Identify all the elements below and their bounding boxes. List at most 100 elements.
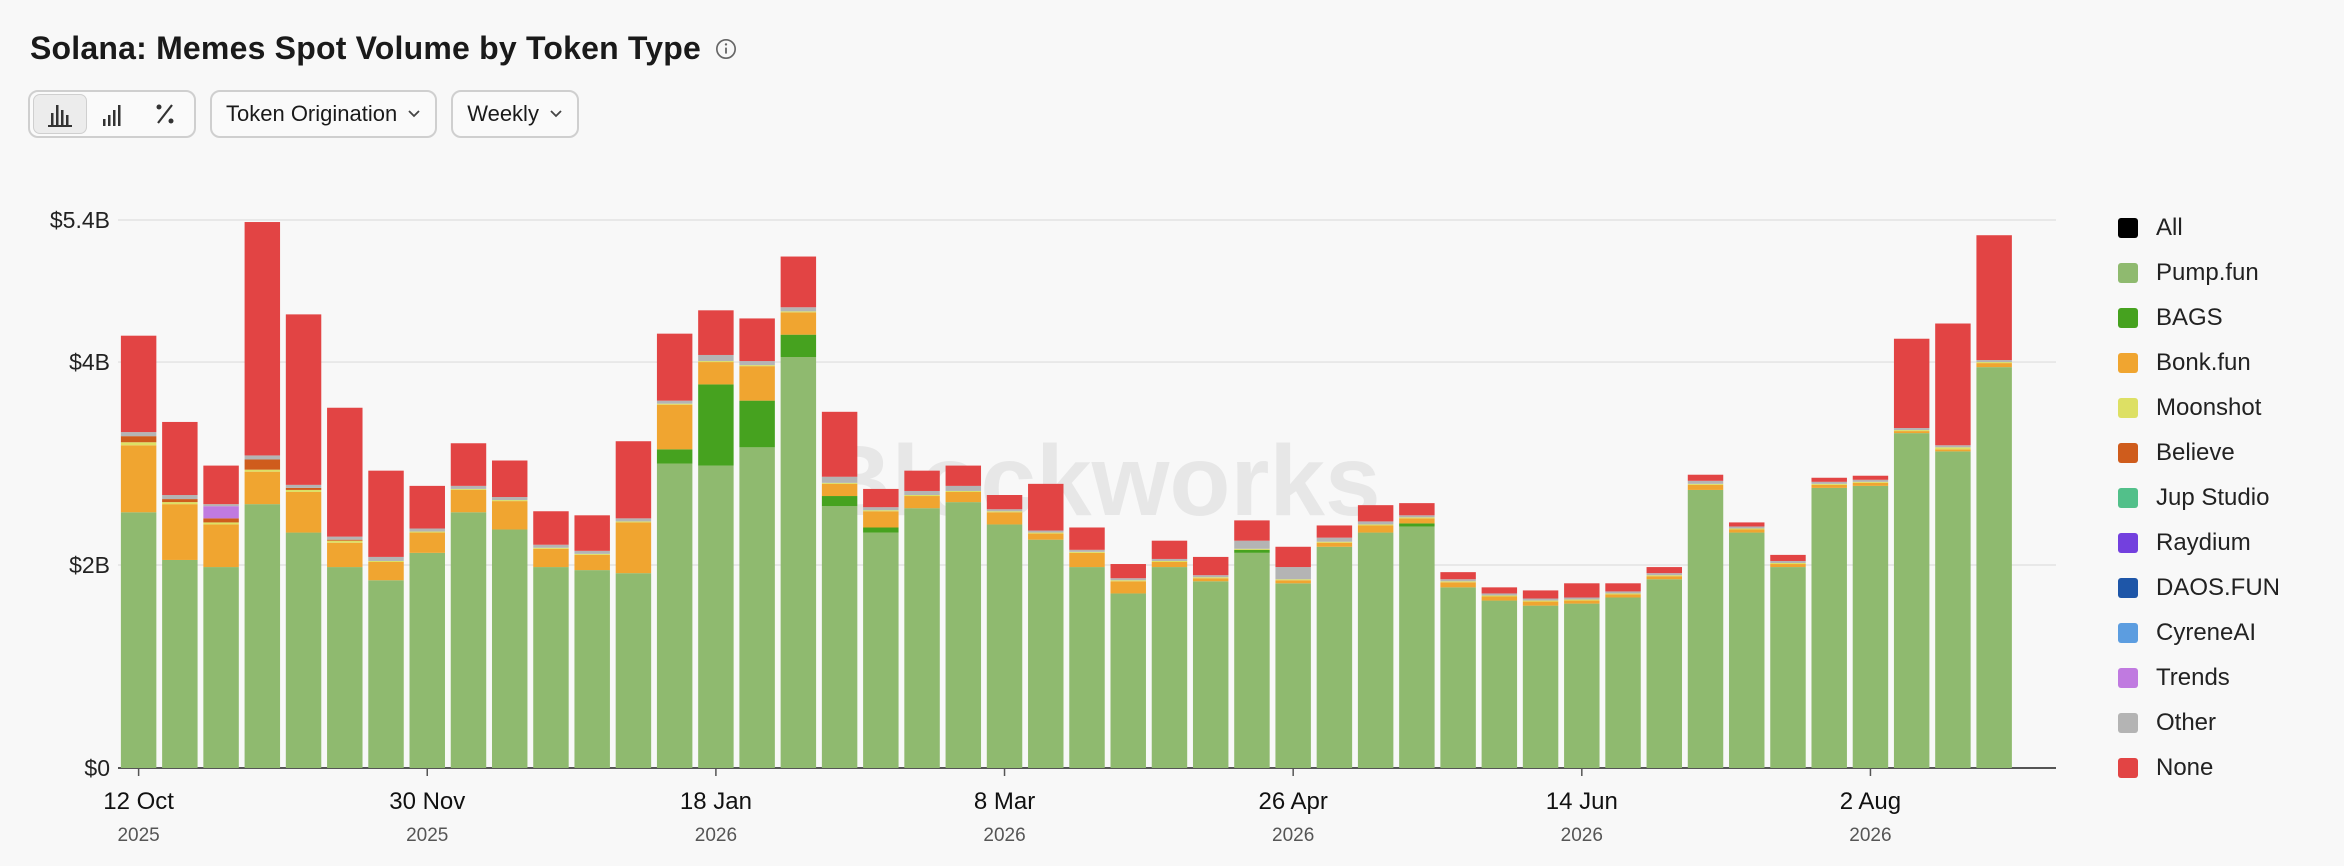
bar-segment-pump-fun[interactable] <box>1028 539 1064 768</box>
legend-item[interactable]: BAGS <box>2118 295 2280 340</box>
bar-segment-other[interactable] <box>574 550 610 554</box>
bar-ascending-icon[interactable] <box>87 95 139 133</box>
bar-chart-icon[interactable] <box>33 94 87 134</box>
bar-segment-moonshot[interactable] <box>1646 575 1683 577</box>
bar-segment-none[interactable] <box>285 314 322 485</box>
legend-item[interactable]: CyreneAI <box>2118 610 2280 655</box>
bar-segment-none[interactable] <box>1646 567 1683 574</box>
bar-segment-pump-fun[interactable] <box>1522 605 1559 768</box>
bar-segment-bonk-fun[interactable] <box>1811 484 1847 488</box>
bar-segment-none[interactable] <box>1440 572 1476 580</box>
bar-stack[interactable] <box>491 460 528 768</box>
bar-segment-bonk-fun[interactable] <box>1646 576 1683 580</box>
bar-segment-other[interactable] <box>1481 593 1518 596</box>
bar-segment-bonk-fun[interactable] <box>1852 482 1889 486</box>
bar-segment-pump-fun[interactable] <box>574 570 610 768</box>
bar-segment-pump-fun[interactable] <box>1234 552 1270 768</box>
bar-segment-pump-fun[interactable] <box>450 512 487 768</box>
bar-segment-moonshot[interactable] <box>1522 600 1559 602</box>
bar-segment-none[interactable] <box>244 222 281 456</box>
bar-segment-none[interactable] <box>698 310 734 355</box>
bar-segment-moonshot[interactable] <box>1440 581 1476 583</box>
bar-segment-bags[interactable] <box>656 449 693 464</box>
bar-segment-pump-fun[interactable] <box>409 552 445 768</box>
bar-segment-pump-fun[interactable] <box>656 463 693 768</box>
bar-segment-moonshot[interactable] <box>1151 560 1188 562</box>
bar-stack[interactable] <box>1935 323 1971 768</box>
bar-segment-moonshot[interactable] <box>739 365 775 367</box>
bar-segment-bonk-fun[interactable] <box>615 522 652 574</box>
bar-segment-bonk-fun[interactable] <box>1151 561 1188 568</box>
bar-segment-none[interactable] <box>491 460 528 498</box>
bar-segment-bonk-fun[interactable] <box>1069 552 1105 568</box>
bar-segment-moonshot[interactable] <box>450 488 487 490</box>
bar-segment-moonshot[interactable] <box>1110 580 1146 582</box>
bar-segment-other[interactable] <box>1151 558 1188 561</box>
bar-segment-moonshot[interactable] <box>368 560 404 562</box>
legend-item[interactable]: Trends <box>2118 655 2280 700</box>
bar-segment-bonk-fun[interactable] <box>327 542 363 568</box>
legend-item[interactable]: Raydium <box>2118 520 2280 565</box>
bar-segment-bonk-fun[interactable] <box>656 404 693 450</box>
bar-segment-pump-fun[interactable] <box>1192 581 1229 768</box>
bar-segment-bags[interactable] <box>698 384 734 466</box>
bar-segment-pump-fun[interactable] <box>1316 546 1353 768</box>
bar-segment-pump-fun[interactable] <box>986 524 1023 768</box>
bar-stack[interactable] <box>1770 554 1806 768</box>
bar-segment-other[interactable] <box>945 485 982 491</box>
bar-segment-none[interactable] <box>1605 583 1641 592</box>
bar-segment-pump-fun[interactable] <box>904 508 940 768</box>
bar-segment-bags[interactable] <box>739 400 775 448</box>
bar-segment-pump-fun[interactable] <box>1729 532 1765 768</box>
bar-segment-bonk-fun[interactable] <box>1893 431 1930 434</box>
legend-item[interactable]: None <box>2118 745 2280 790</box>
bar-segment-other[interactable] <box>244 455 281 460</box>
bar-stack[interactable] <box>1399 503 1435 768</box>
bar-stack[interactable] <box>1151 540 1188 768</box>
bar-segment-moonshot[interactable] <box>945 490 982 492</box>
bar-stack[interactable] <box>203 465 239 768</box>
bar-segment-pump-fun[interactable] <box>863 532 899 768</box>
bar-segment-moonshot[interactable] <box>1564 599 1600 601</box>
bar-segment-bonk-fun[interactable] <box>1481 596 1518 601</box>
bar-segment-moonshot[interactable] <box>1811 483 1847 485</box>
bar-segment-bonk-fun[interactable] <box>574 554 610 571</box>
bar-segment-none[interactable] <box>574 515 610 551</box>
bar-segment-pump-fun[interactable] <box>1687 489 1724 768</box>
legend-item[interactable]: DAOS.FUN <box>2118 565 2280 610</box>
bar-segment-other[interactable] <box>1852 479 1889 482</box>
bar-segment-other[interactable] <box>1976 360 2012 363</box>
bar-segment-pump-fun[interactable] <box>203 567 239 768</box>
bar-segment-bonk-fun[interactable] <box>1110 581 1146 594</box>
bar-segment-pump-fun[interactable] <box>368 580 404 768</box>
bar-stack[interactable] <box>409 485 445 768</box>
bar-segment-other[interactable] <box>409 528 445 532</box>
bar-stack[interactable] <box>1605 583 1641 768</box>
bar-segment-pump-fun[interactable] <box>1275 583 1311 768</box>
bar-segment-bonk-fun[interactable] <box>863 511 899 528</box>
bar-segment-pump-fun[interactable] <box>162 559 198 768</box>
bar-segment-pump-fun[interactable] <box>491 529 528 768</box>
bar-segment-moonshot[interactable] <box>1028 532 1064 534</box>
bar-segment-other[interactable] <box>1605 591 1641 594</box>
bar-segment-pump-fun[interactable] <box>1893 433 1930 768</box>
bar-segment-pump-fun[interactable] <box>739 447 775 768</box>
bar-segment-other[interactable] <box>1893 428 1930 431</box>
bar-segment-none[interactable] <box>162 421 198 496</box>
bar-segment-other[interactable] <box>1440 579 1476 582</box>
bar-stack[interactable] <box>244 222 281 768</box>
bar-segment-none[interactable] <box>533 511 569 545</box>
bar-segment-moonshot[interactable] <box>863 510 899 512</box>
bar-segment-none[interactable] <box>1069 527 1105 550</box>
bar-segment-bonk-fun[interactable] <box>1564 600 1600 604</box>
bar-segment-other[interactable] <box>120 432 157 437</box>
bar-stack[interactable] <box>285 314 322 768</box>
bar-segment-none[interactable] <box>1811 477 1847 482</box>
bar-segment-moonshot[interactable] <box>203 522 239 525</box>
bar-stack[interactable] <box>1687 474 1724 768</box>
bar-stack[interactable] <box>1440 572 1476 768</box>
bar-segment-moonshot[interactable] <box>1069 551 1105 553</box>
bar-segment-moonshot[interactable] <box>821 482 858 484</box>
bar-segment-believe[interactable] <box>203 518 239 523</box>
bar-segment-none[interactable] <box>368 470 404 557</box>
